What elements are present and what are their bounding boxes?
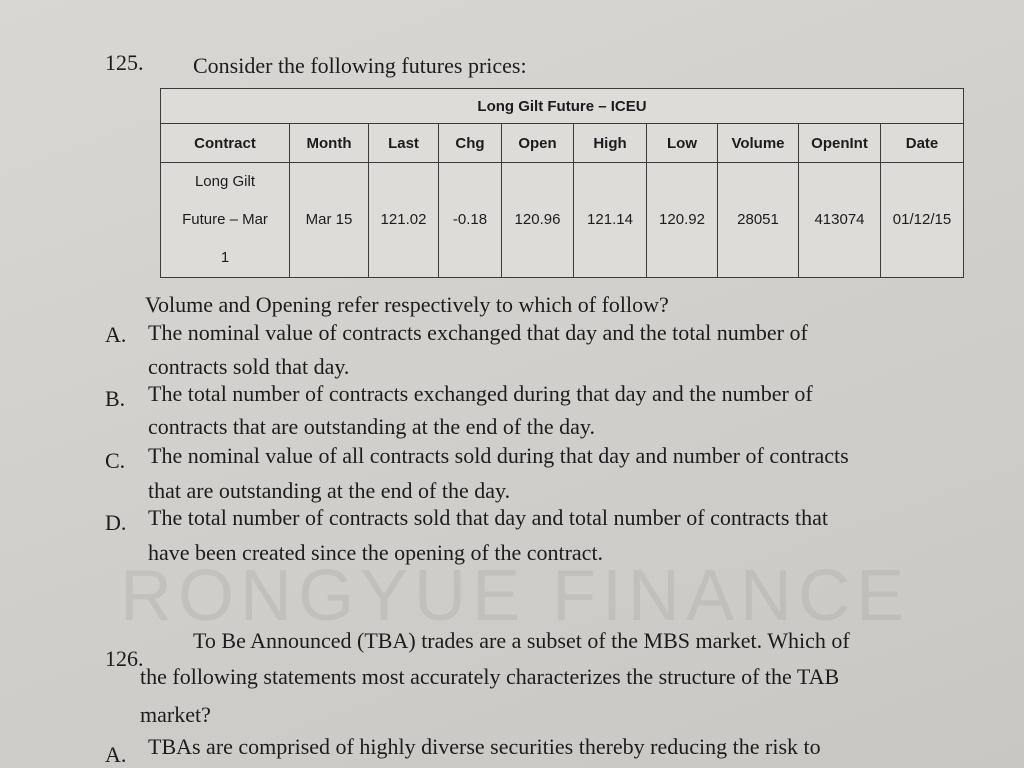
option-text: have been created since the opening of t… — [148, 540, 604, 565]
table-cell: Mar 15 — [289, 162, 369, 278]
option-letter: A. — [105, 322, 127, 347]
table-cell: 121.14 — [573, 162, 647, 278]
option-text: The nominal value of contracts exchanged… — [148, 320, 808, 345]
option-text: TBAs are comprised of highly diverse sec… — [148, 734, 821, 759]
contract-line: Future – Mar — [182, 211, 268, 228]
contract-cell: Long Gilt Future – Mar 1 — [160, 162, 290, 278]
column-header: High — [573, 123, 647, 163]
question-text: To Be Announced (TBA) trades are a subse… — [193, 628, 850, 653]
option-letter: B. — [105, 386, 126, 411]
table-cell: 01/12/15 — [880, 162, 964, 278]
option-text: that are outstanding at the end of the d… — [148, 478, 511, 503]
option-letter: D. — [105, 510, 127, 535]
column-header: Contract — [160, 123, 290, 163]
option-text: contracts that are outstanding at the en… — [148, 414, 595, 439]
futures-table: Long Gilt Future – ICEU Contract Month L… — [160, 88, 964, 278]
option-letter: A. — [105, 742, 127, 767]
column-header: OpenInt — [798, 123, 881, 163]
table-cell: 120.92 — [646, 162, 718, 278]
column-header: Month — [289, 123, 369, 163]
table-cell: 120.96 — [501, 162, 574, 278]
table-row: Long Gilt Future – Mar 1 Mar 15 121.02 -… — [160, 162, 964, 278]
question-text: Volume and Opening refer respectively to… — [145, 292, 669, 317]
contract-line: Long Gilt — [194, 173, 256, 190]
question-text: the following statements most accurately… — [140, 664, 840, 689]
question-prompt: Consider the following futures prices: — [193, 53, 527, 78]
column-header: Volume — [717, 123, 799, 163]
column-header: Last — [368, 123, 439, 163]
option-text: The total number of contracts sold that … — [148, 505, 828, 530]
question-text: market? — [140, 702, 211, 727]
table-cell: -0.18 — [438, 162, 502, 278]
option-text: The total number of contracts exchanged … — [148, 381, 813, 406]
question-number: 126. — [105, 646, 144, 671]
table-cell: 121.02 — [368, 162, 439, 278]
option-text: The nominal value of all contracts sold … — [148, 443, 849, 468]
column-header: Chg — [438, 123, 502, 163]
option-text: contracts sold that day. — [148, 354, 350, 379]
column-header: Low — [646, 123, 718, 163]
column-header: Open — [501, 123, 574, 163]
question-number: 125. — [105, 50, 144, 75]
table-title: Long Gilt Future – ICEU — [160, 88, 964, 124]
watermark: RONGYUE FINANCE — [120, 556, 911, 636]
table-cell: 28051 — [717, 162, 799, 278]
table-cell: 413074 — [798, 162, 881, 278]
contract-line: 1 — [220, 249, 230, 266]
column-header: Date — [880, 123, 964, 163]
option-letter: C. — [105, 448, 126, 473]
